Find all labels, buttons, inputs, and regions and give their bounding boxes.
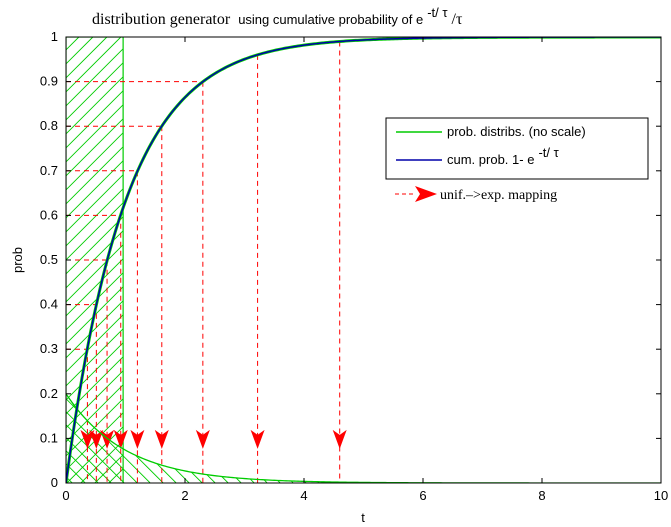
hatch-line bbox=[66, 393, 86, 483]
y-tick-label: 0.4 bbox=[40, 297, 58, 312]
legend-box bbox=[385, 117, 649, 180]
x-tick-label: 0 bbox=[62, 488, 69, 503]
mapping-key-arrow bbox=[415, 186, 437, 202]
hatch-line bbox=[66, 90, 124, 149]
mapping-arrow bbox=[154, 429, 169, 449]
legend-cdf-base: cum. prob. 1- e bbox=[447, 152, 534, 167]
x-tick-label: 6 bbox=[419, 488, 426, 503]
hatch-line bbox=[66, 398, 124, 457]
hatch-line bbox=[0, 394, 7, 483]
hatch-line bbox=[0, 394, 20, 483]
y-tick-label: 0.2 bbox=[40, 386, 58, 401]
x-tick-label: 10 bbox=[654, 488, 668, 503]
title-part2: using cumulative probability of e bbox=[238, 12, 423, 27]
mapping-arrow bbox=[80, 429, 95, 449]
chart-title: distribution generator using cumulative … bbox=[92, 4, 463, 28]
mapping-arrow bbox=[89, 429, 104, 449]
legend-label-cdf: cum. prob. 1- e -t/ τ bbox=[447, 145, 560, 168]
title-part1: distribution generator bbox=[92, 11, 231, 28]
hatch-line bbox=[66, 393, 125, 483]
mapping-key: unif.–>exp. mapping bbox=[395, 186, 557, 203]
y-tick-label: 0.5 bbox=[40, 252, 58, 267]
x-tick-label: 4 bbox=[300, 488, 307, 503]
legend-cdf-exp: -t/ τ bbox=[538, 145, 559, 160]
axis-ticks: 0 2 4 6 8 10 0 0.1 0.2 0.3 0.4 0.5 0.6 0.7 0.8 0.9 1 bbox=[40, 29, 668, 503]
hatch-line bbox=[66, 258, 124, 317]
y-tick-label: 0.3 bbox=[40, 341, 58, 356]
hatch-line bbox=[66, 76, 124, 135]
hatch-line bbox=[66, 393, 99, 483]
mapping-key-label: unif.–>exp. mapping bbox=[440, 188, 557, 203]
x-tick-label: 8 bbox=[538, 488, 545, 503]
hatch-line bbox=[66, 356, 124, 415]
mapping-arrow bbox=[100, 429, 115, 449]
y-tick-label: 0.6 bbox=[40, 207, 58, 222]
legend-label-pdf: prob. distribs. (no scale) bbox=[447, 124, 586, 139]
y-axis-label: prob bbox=[10, 247, 25, 273]
x-tick-label: 2 bbox=[181, 488, 188, 503]
mapping-arrow bbox=[195, 429, 210, 449]
y-tick-label: 0.9 bbox=[40, 74, 58, 89]
hatch-line bbox=[66, 393, 73, 483]
title-exp: -t/ τ bbox=[427, 5, 448, 20]
hatch-line bbox=[66, 384, 124, 443]
hatch-line bbox=[66, 62, 124, 121]
mapping-arrow bbox=[130, 429, 145, 449]
x-axis-label: t bbox=[361, 510, 365, 525]
uniform-block bbox=[66, 37, 124, 483]
y-tick-label: 0 bbox=[51, 475, 58, 490]
mapping-arrow bbox=[113, 429, 128, 449]
mapping-arrow bbox=[250, 429, 265, 449]
y-tick-label: 0.7 bbox=[40, 163, 58, 178]
hatch-line bbox=[0, 394, 33, 483]
y-tick-label: 0.1 bbox=[40, 430, 58, 445]
legend: prob. distribs. (no scale) cum. prob. 1-… bbox=[385, 117, 649, 180]
y-tick-label: 1 bbox=[51, 29, 58, 44]
mapping-arrow bbox=[332, 429, 347, 449]
y-tick-label: 0.8 bbox=[40, 118, 58, 133]
plot-area bbox=[66, 37, 661, 483]
title-tail: /τ bbox=[452, 11, 463, 28]
hatch-line bbox=[66, 370, 124, 429]
hatch-line bbox=[0, 37, 9, 483]
hatch-line bbox=[66, 104, 124, 163]
